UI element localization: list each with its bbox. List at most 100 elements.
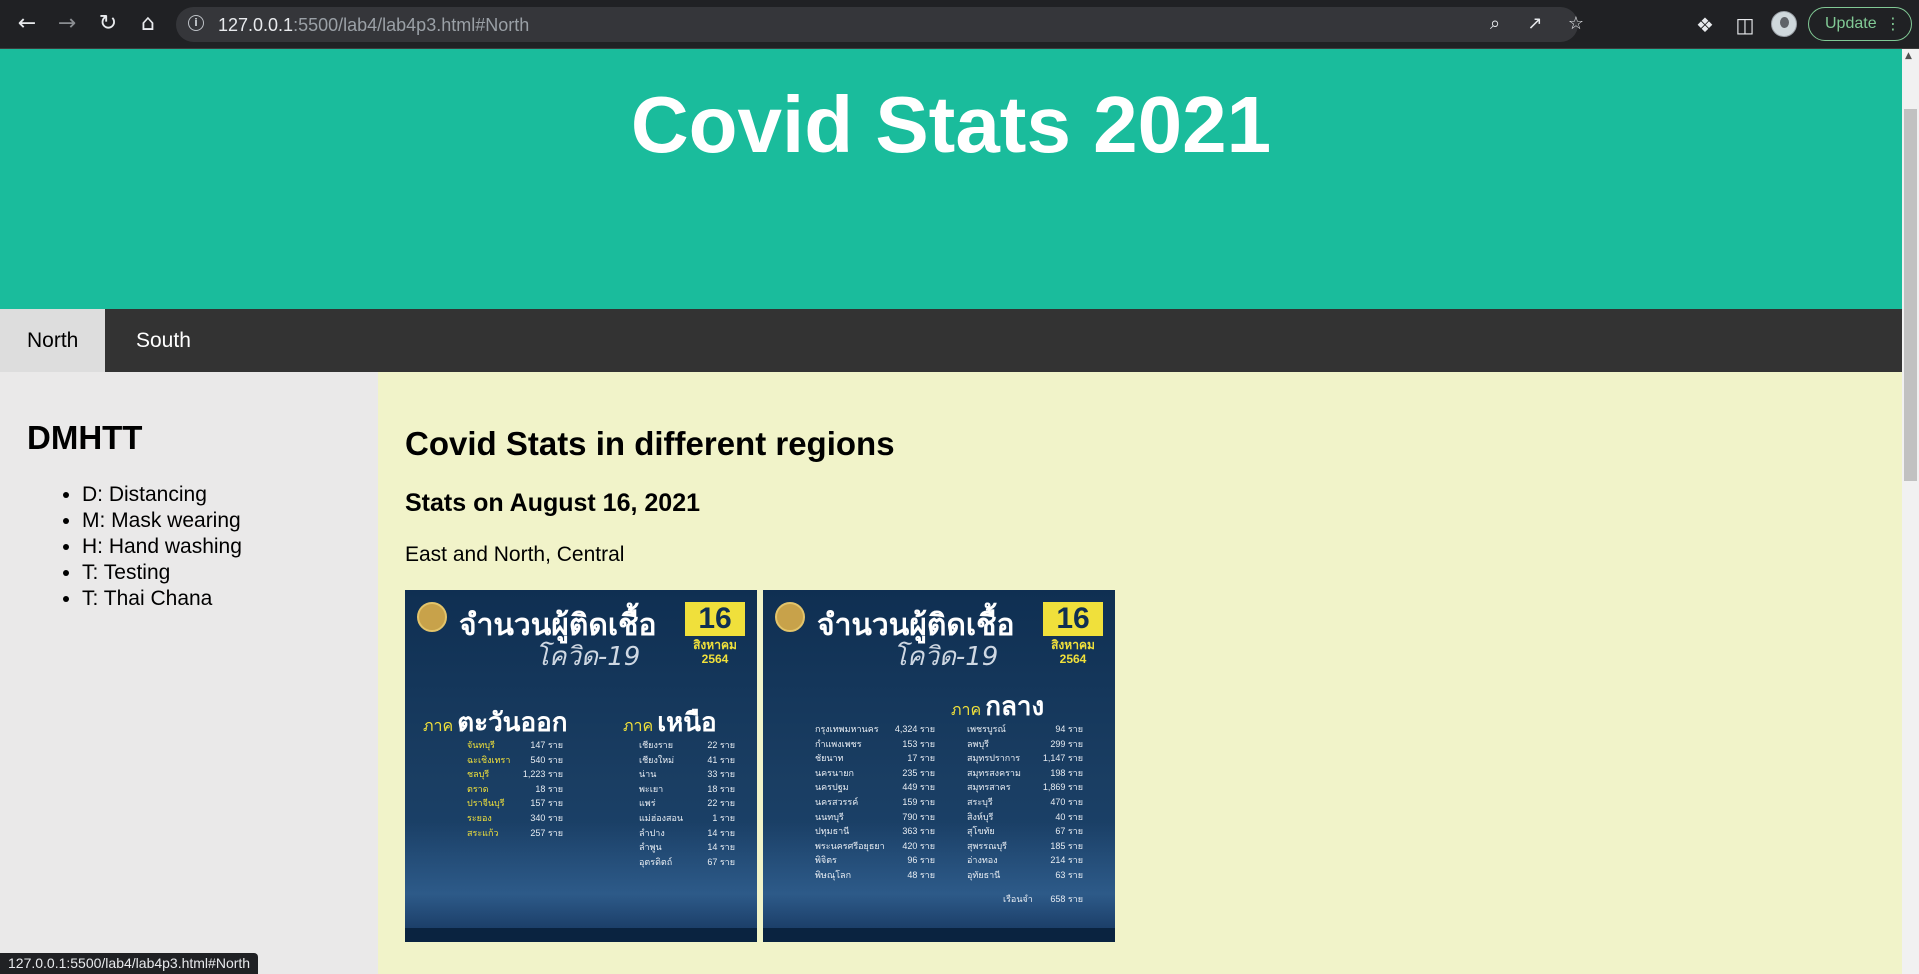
province-row: ตราด 18 ราย xyxy=(467,782,563,797)
north-province-list: เชียงราย 22 ราย เชียงใหม่ 41 ราย น่าน 33 รายพ… xyxy=(639,738,735,869)
province-row: ปทุมธานี 363 ราย xyxy=(815,824,935,839)
province-name: นครสวรรค์ xyxy=(815,796,859,807)
scroll-thumb[interactable] xyxy=(1904,109,1917,481)
top-nav: North South xyxy=(0,309,1902,372)
government-seal-icon xyxy=(417,602,447,632)
case-count: 340 ราย xyxy=(530,812,563,823)
reload-icon[interactable]: ↻ xyxy=(98,11,118,36)
province-row: ปราจีนบุรี 157 ราย xyxy=(467,796,563,811)
case-count: 33 ราย xyxy=(707,769,735,780)
province-row: นครปฐม 449 ราย xyxy=(815,780,935,795)
case-count: 67 ราย xyxy=(707,856,735,867)
page-scrollbar[interactable]: ▲ xyxy=(1902,49,1919,974)
province-row: เชียงราย 22 ราย xyxy=(639,738,735,753)
province-row: จันทบุรี 147 ราย xyxy=(467,738,563,753)
province-name: กำแพงเพชร xyxy=(815,738,862,749)
url-text[interactable]: 127.0.0.1:5500/lab4/lab4p3.html#North xyxy=(218,15,529,36)
province-row: ระยอง 340 ราย xyxy=(467,811,563,826)
address-bar[interactable]: i 127.0.0.1:5500/lab4/lab4p3.html#North … xyxy=(176,7,1584,42)
province-name: ชัยนาท xyxy=(815,753,844,764)
infographic-east-north: จำนวนผู้ติดเชื้อ โควิด-19 16 สิงหาคม 2564… xyxy=(405,590,757,942)
province-name: สระแก้ว xyxy=(467,827,499,838)
case-count: 540 ราย xyxy=(530,754,563,765)
province-row: สุโขทัย 67 ราย xyxy=(967,824,1083,839)
province-row: อุทัยธานี 63 ราย xyxy=(967,868,1083,883)
case-count: 198 ราย xyxy=(1050,767,1083,778)
nav-link-south[interactable]: South xyxy=(136,329,191,352)
province-name: อุทัยธานี xyxy=(967,869,1001,880)
province-name: ตราด xyxy=(467,783,489,794)
list-item: M: Mask wearing xyxy=(82,508,242,534)
province-row: ลำพูน 14 ราย xyxy=(639,840,735,855)
province-row: สระแก้ว 257 ราย xyxy=(467,826,563,841)
province-name: แพร่ xyxy=(639,798,656,809)
back-icon[interactable]: ← xyxy=(17,11,37,36)
case-count: 1,223 ราย xyxy=(522,769,563,780)
province-name: ระยอง xyxy=(467,812,492,823)
update-button[interactable]: Update ⋮ xyxy=(1808,7,1912,41)
province-name: ลำพูน xyxy=(639,842,662,853)
infographic-title: จำนวนผู้ติดเชื้อ xyxy=(459,608,657,643)
case-count: 1,147 ราย xyxy=(1042,753,1083,764)
prison-cases: เรือนจำ 658 ราย xyxy=(1003,892,1083,907)
stats-date-heading: Stats on August 16, 2021 xyxy=(405,489,700,517)
city-backdrop xyxy=(763,822,1115,942)
update-label: Update xyxy=(1825,15,1877,32)
province-row: สิงห์บุรี 40 ราย xyxy=(967,810,1083,825)
city-backdrop xyxy=(405,822,757,942)
region-prefix: ภาค xyxy=(423,716,454,735)
region-name: ตะวันออก xyxy=(457,708,568,738)
case-count: 18 ราย xyxy=(707,783,735,794)
list-item: H: Hand washing xyxy=(82,534,242,560)
province-row: ชัยนาท 17 ราย xyxy=(815,751,935,766)
case-count: 18 ราย xyxy=(535,783,563,794)
home-icon[interactable]: ⌂ xyxy=(141,11,155,36)
province-row: อุตรดิตถ์ 67 ราย xyxy=(639,855,735,870)
forward-icon[interactable]: → xyxy=(57,11,77,36)
case-count: 22 ราย xyxy=(707,798,735,809)
case-count: 157 ราย xyxy=(530,798,563,809)
extensions-puzzle-icon[interactable]: ❖ xyxy=(1696,13,1714,37)
province-name: นครนายก xyxy=(815,767,854,778)
prison-label: เรือนจำ xyxy=(1003,894,1033,904)
case-count: 363 ราย xyxy=(902,826,935,837)
scroll-up-arrow-icon[interactable]: ▲ xyxy=(1905,51,1912,61)
region-prefix: ภาค xyxy=(951,700,982,719)
list-item: T: Testing xyxy=(82,560,242,586)
zoom-icon[interactable]: ⌕ xyxy=(1489,13,1501,34)
infographic-footer xyxy=(763,928,1115,942)
province-name: อ่างทอง xyxy=(967,855,998,866)
case-count: 214 ราย xyxy=(1050,855,1083,866)
region-name: กลาง xyxy=(985,692,1045,722)
infographic-month-year: สิงหาคม 2564 xyxy=(1043,638,1103,666)
province-name: ปทุมธานี xyxy=(815,826,850,837)
region-header-north: ภาค เหนือ xyxy=(623,702,717,743)
dmhtt-list: D: Distancing M: Mask wearing H: Hand wa… xyxy=(27,482,242,612)
browser-toolbar: ← → ↻ ⌂ i 127.0.0.1:5500/lab4/lab4p3.htm… xyxy=(0,0,1919,49)
province-name: สุโขทัย xyxy=(967,826,995,837)
central-province-list-right: เพชรบูรณ์ 94 ราย ลพบุรี 299 ราย สมุทรปราการ 1… xyxy=(967,722,1083,883)
nav-link-north[interactable]: North xyxy=(0,309,106,372)
province-row: สระบุรี 470 ราย xyxy=(967,795,1083,810)
province-row: แพร่ 22 ราย xyxy=(639,796,735,811)
province-name: สุพรรณบุรี xyxy=(967,840,1007,851)
infographic-day: 16 xyxy=(685,602,745,636)
bookmark-star-icon[interactable]: ☆ xyxy=(1567,13,1585,34)
menu-kebab-icon[interactable]: ⋮ xyxy=(1885,14,1901,33)
case-count: 17 ราย xyxy=(907,753,935,764)
site-info-icon[interactable]: i xyxy=(188,15,204,31)
infographic-day: 16 xyxy=(1043,602,1103,636)
share-icon[interactable]: ↗ xyxy=(1527,13,1543,34)
province-name: น่าน xyxy=(639,769,657,780)
case-count: 4,324 ราย xyxy=(894,724,935,734)
province-row: แม่ฮ่องสอน 1 ราย xyxy=(639,811,735,826)
province-name: สิงห์บุรี xyxy=(967,811,994,822)
case-count: 1,869 ราย xyxy=(1042,782,1083,793)
case-count: 449 ราย xyxy=(902,782,935,793)
profile-avatar[interactable] xyxy=(1771,11,1797,37)
province-name: ฉะเชิงเทรา xyxy=(467,754,511,765)
province-name: เพชรบูรณ์ xyxy=(967,724,1006,734)
province-name: จันทบุรี xyxy=(467,740,495,750)
side-panel-icon[interactable]: ◫ xyxy=(1735,13,1755,37)
province-name: สมุทรสาคร xyxy=(967,782,1011,793)
